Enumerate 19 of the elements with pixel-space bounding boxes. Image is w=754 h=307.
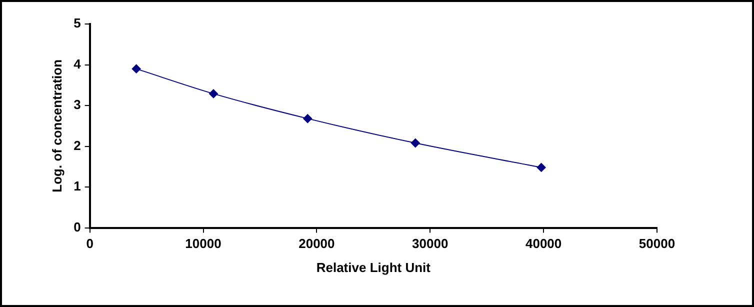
y-tick-label: 0 [74, 219, 81, 234]
x-tick-label: 0 [86, 236, 94, 252]
y-tick-label: 5 [74, 16, 81, 31]
point [303, 114, 312, 124]
point [132, 64, 141, 74]
point [208, 89, 218, 98]
point [536, 162, 546, 172]
x-tick-label: 10000 [185, 236, 222, 252]
x-axis-title: Relative Light Unit [316, 260, 432, 275]
point [410, 138, 420, 148]
x-tick-label: 20000 [298, 236, 335, 252]
x-tick-label: 50000 [638, 236, 676, 252]
y-tick-label: 2 [74, 138, 81, 153]
y-tick-label: 1 [74, 178, 81, 194]
y-tick-label: 3 [74, 97, 81, 112]
y-tick-label: 4 [74, 56, 82, 72]
x-tick-label: 40000 [525, 236, 562, 252]
y-axis-title: Log. of concentration [49, 59, 64, 192]
x-tick-label: 30000 [412, 236, 448, 252]
